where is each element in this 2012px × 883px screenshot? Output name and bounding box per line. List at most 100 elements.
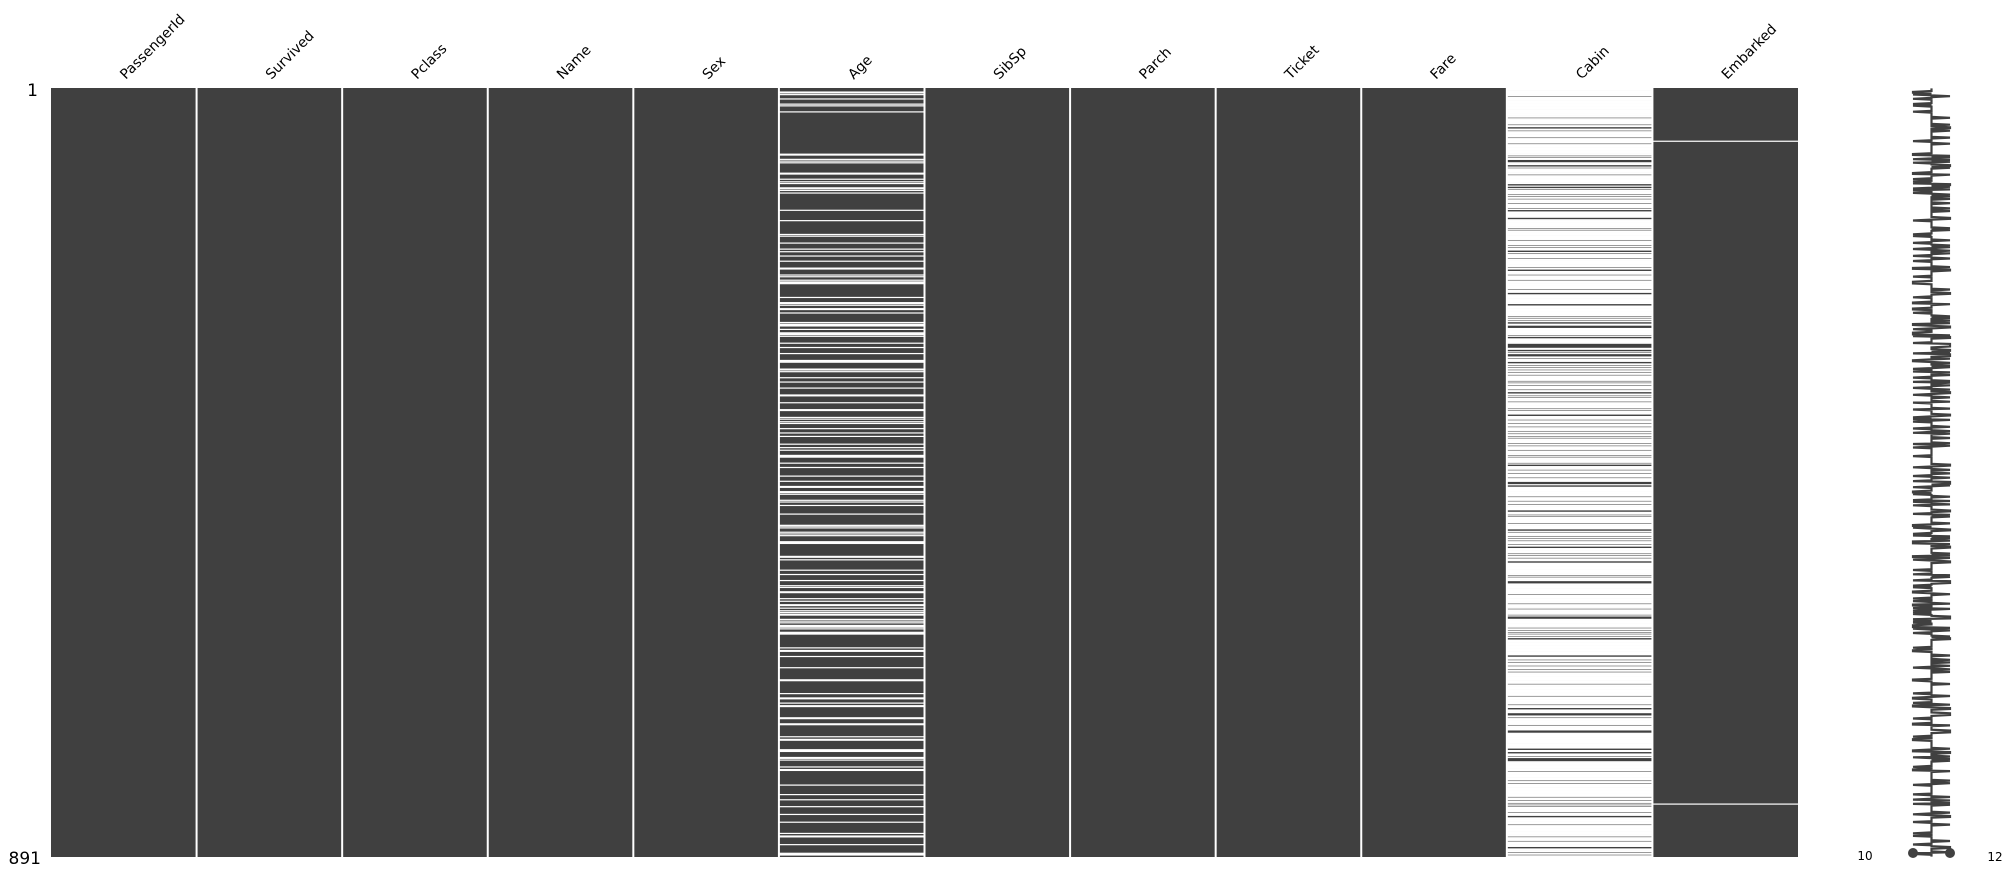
missing-cell: [1506, 764, 1653, 766]
missing-cell: [1506, 412, 1653, 414]
missing-cell: [1506, 300, 1653, 302]
missing-cell: [778, 853, 925, 855]
missing-cell: [1506, 820, 1653, 822]
missing-cell: [1506, 530, 1653, 532]
missing-cell: [1506, 96, 1653, 98]
missing-cell: [1506, 312, 1653, 314]
missing-cell: [1506, 742, 1653, 744]
missing-cell: [778, 323, 925, 325]
missing-cell: [1506, 216, 1653, 218]
missing-marks: [778, 88, 1798, 858]
missing-cell: [778, 835, 925, 837]
missing-cell: [1506, 527, 1653, 529]
missing-cell: [1506, 504, 1653, 507]
missing-cell: [1506, 595, 1653, 597]
missing-cell: [1506, 248, 1653, 250]
missing-cell: [1506, 648, 1653, 651]
missing-cell: [778, 598, 925, 600]
column-sibsp: [924, 88, 1071, 857]
missing-cell: [1506, 590, 1653, 592]
missing-cell: [1506, 798, 1653, 800]
missing-cell: [1506, 831, 1653, 834]
missing-cell: [778, 680, 925, 682]
missing-cell: [1506, 283, 1653, 285]
missing-cell: [778, 527, 925, 529]
column-name: [487, 88, 634, 857]
missing-cell: [1506, 133, 1653, 135]
missing-cell: [1506, 212, 1653, 214]
missing-cell: [1506, 550, 1653, 552]
missing-cell: [1506, 404, 1653, 406]
missing-cell: [1506, 277, 1653, 279]
missing-cell: [778, 806, 925, 808]
missing-cell: [1506, 327, 1653, 330]
missing-cell: [1506, 168, 1653, 170]
missing-cell: [1506, 622, 1653, 624]
missing-cell: [778, 276, 925, 278]
missing-cell: [1506, 733, 1653, 735]
missing-cell: [1506, 571, 1653, 573]
missing-cell: [1506, 230, 1653, 232]
missing-cell: [1506, 784, 1653, 786]
missing-cell: [778, 799, 925, 801]
missing-cell: [1506, 585, 1653, 588]
missing-cell: [1506, 104, 1653, 106]
missing-cell: [1506, 487, 1653, 489]
missing-cell: [1506, 810, 1653, 812]
missing-cell: [1506, 249, 1653, 251]
missing-cell: [1506, 153, 1653, 155]
missing-cell: [1506, 270, 1653, 273]
completeness-sparkline: [1908, 88, 1955, 858]
missing-cell: [778, 178, 925, 180]
missing-cell: [1506, 365, 1653, 368]
missing-cell: [1506, 598, 1653, 601]
missing-cell: [778, 613, 925, 615]
missing-cell: [1506, 648, 1653, 650]
missing-cell: [778, 647, 925, 649]
missing-cell: [1506, 848, 1653, 850]
missing-cell: [778, 649, 925, 652]
missing-cell: [1506, 503, 1653, 505]
missing-cell: [1506, 850, 1653, 852]
missing-cell: [778, 531, 925, 533]
missing-cell: [778, 769, 925, 772]
missing-cell: [1506, 515, 1653, 517]
missing-cell: [1506, 228, 1653, 230]
missing-cell: [1506, 299, 1653, 301]
missing-cell: [778, 346, 925, 349]
missing-cell: [1506, 632, 1653, 634]
missing-cell: [1506, 162, 1653, 164]
missing-cell: [1506, 621, 1653, 623]
missing-cell: [1506, 123, 1653, 125]
missing-cell: [778, 626, 925, 628]
missing-cell: [778, 209, 925, 211]
missing-cell: [1506, 674, 1653, 677]
missing-cell: [1506, 619, 1653, 621]
missing-cell: [1506, 592, 1653, 595]
missing-cell: [1506, 283, 1653, 286]
missing-cell: [1506, 103, 1653, 105]
missing-cell: [1506, 384, 1653, 386]
missing-cell: [1506, 263, 1653, 265]
missing-cell: [1506, 335, 1653, 337]
missing-cell: [1506, 656, 1653, 658]
column-fare: [1361, 88, 1507, 857]
missing-cell: [1506, 811, 1653, 813]
missing-cell: [1506, 272, 1653, 274]
missing-cell: [1506, 455, 1653, 457]
missing-cell: [1506, 422, 1653, 424]
missing-cell: [1506, 737, 1653, 740]
missing-cell: [1506, 107, 1653, 110]
missing-cell: [778, 632, 925, 634]
missing-cell: [1506, 424, 1653, 426]
missing-cell: [1506, 756, 1653, 759]
column-label: PassengerId: [117, 12, 188, 83]
missing-cell: [1506, 715, 1653, 717]
missing-cell: [1506, 204, 1653, 206]
missing-cell: [778, 342, 925, 344]
missing-cell: [1506, 247, 1653, 249]
missing-cell: [1506, 370, 1653, 372]
missing-cell: [1506, 814, 1653, 816]
missing-cell: [1506, 765, 1653, 767]
missing-cell: [778, 371, 925, 373]
